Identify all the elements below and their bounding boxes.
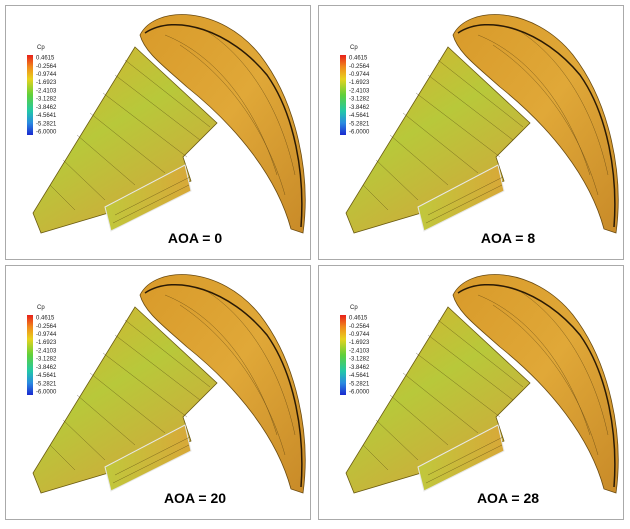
legend-tick: -0.9744 [36, 72, 57, 78]
legend-title: Cp [37, 305, 45, 311]
legend-tick: -3.1282 [349, 97, 370, 103]
legend-tick: -3.8462 [349, 365, 370, 371]
color-bar [340, 315, 346, 395]
legend-tick: -6.0000 [36, 390, 57, 396]
legend-tick: -3.8462 [349, 105, 370, 111]
legend-tick: -6.0000 [349, 130, 370, 136]
panel: Cp 0.4615 -0.2564 -0.9744 -1.6923 -2.4103 -3.1… [6, 6, 311, 260]
legend-tick: 0.4615 [36, 56, 55, 62]
legend-tick: -5.2821 [349, 121, 370, 127]
panel: Cp 0.4615 -0.2564 -0.9744 -1.6923 -2.4103 -3.1… [6, 266, 311, 520]
color-bar [27, 55, 33, 135]
legend-tick: -3.1282 [36, 97, 57, 103]
legend-tick: -0.2564 [36, 324, 57, 330]
legend-tick: -2.4103 [349, 348, 370, 354]
legend-tick: -5.2821 [349, 381, 370, 387]
legend-tick: -4.5641 [36, 373, 57, 379]
legend-tick: -1.6923 [36, 80, 57, 86]
aoa-label: AOA = 28 [477, 490, 539, 506]
legend-tick: -0.9744 [349, 332, 370, 338]
panel: Cp 0.4615 -0.2564 -0.9744 -1.6923 -2.4103 -3.1… [319, 6, 624, 260]
legend-tick: -4.5641 [349, 113, 370, 119]
legend-title: Cp [37, 45, 45, 51]
legend-tick: 0.4615 [349, 56, 368, 62]
legend-tick: -0.2564 [36, 64, 57, 70]
legend-tick: -2.4103 [349, 88, 370, 94]
legend-tick: -0.2564 [349, 64, 370, 70]
legend-tick: -0.9744 [36, 332, 57, 338]
legend-tick: -3.8462 [36, 105, 57, 111]
legend-tick: -2.4103 [36, 348, 57, 354]
aoa-label: AOA = 8 [481, 230, 536, 246]
legend-title: Cp [350, 305, 358, 311]
legend-tick: -5.2821 [36, 121, 57, 127]
legend-tick: -6.0000 [36, 130, 57, 136]
legend-tick: -1.6923 [36, 340, 57, 346]
figure: Cp 0.4615 -0.2564 -0.9744 -1.6923 -2.4103 -3.1… [0, 0, 630, 524]
aoa-label: AOA = 0 [168, 230, 223, 246]
legend-tick: -6.0000 [349, 390, 370, 396]
legend-tick: -4.5641 [36, 113, 57, 119]
legend-tick: -1.6923 [349, 80, 370, 86]
legend-tick: -4.5641 [349, 373, 370, 379]
legend-tick: -5.2821 [36, 381, 57, 387]
legend-tick: -3.8462 [36, 365, 57, 371]
legend-tick: 0.4615 [36, 316, 55, 322]
legend-tick: -3.1282 [349, 357, 370, 363]
legend-tick: -2.4103 [36, 88, 57, 94]
panel: Cp 0.4615 -0.2564 -0.9744 -1.6923 -2.4103 -3.1… [319, 266, 624, 520]
color-bar [27, 315, 33, 395]
color-bar [340, 55, 346, 135]
legend-tick: 0.4615 [349, 316, 368, 322]
legend-tick: -1.6923 [349, 340, 370, 346]
legend-title: Cp [350, 45, 358, 51]
legend-tick: -3.1282 [36, 357, 57, 363]
aoa-label: AOA = 20 [164, 490, 226, 506]
legend-tick: -0.2564 [349, 324, 370, 330]
legend-tick: -0.9744 [349, 72, 370, 78]
